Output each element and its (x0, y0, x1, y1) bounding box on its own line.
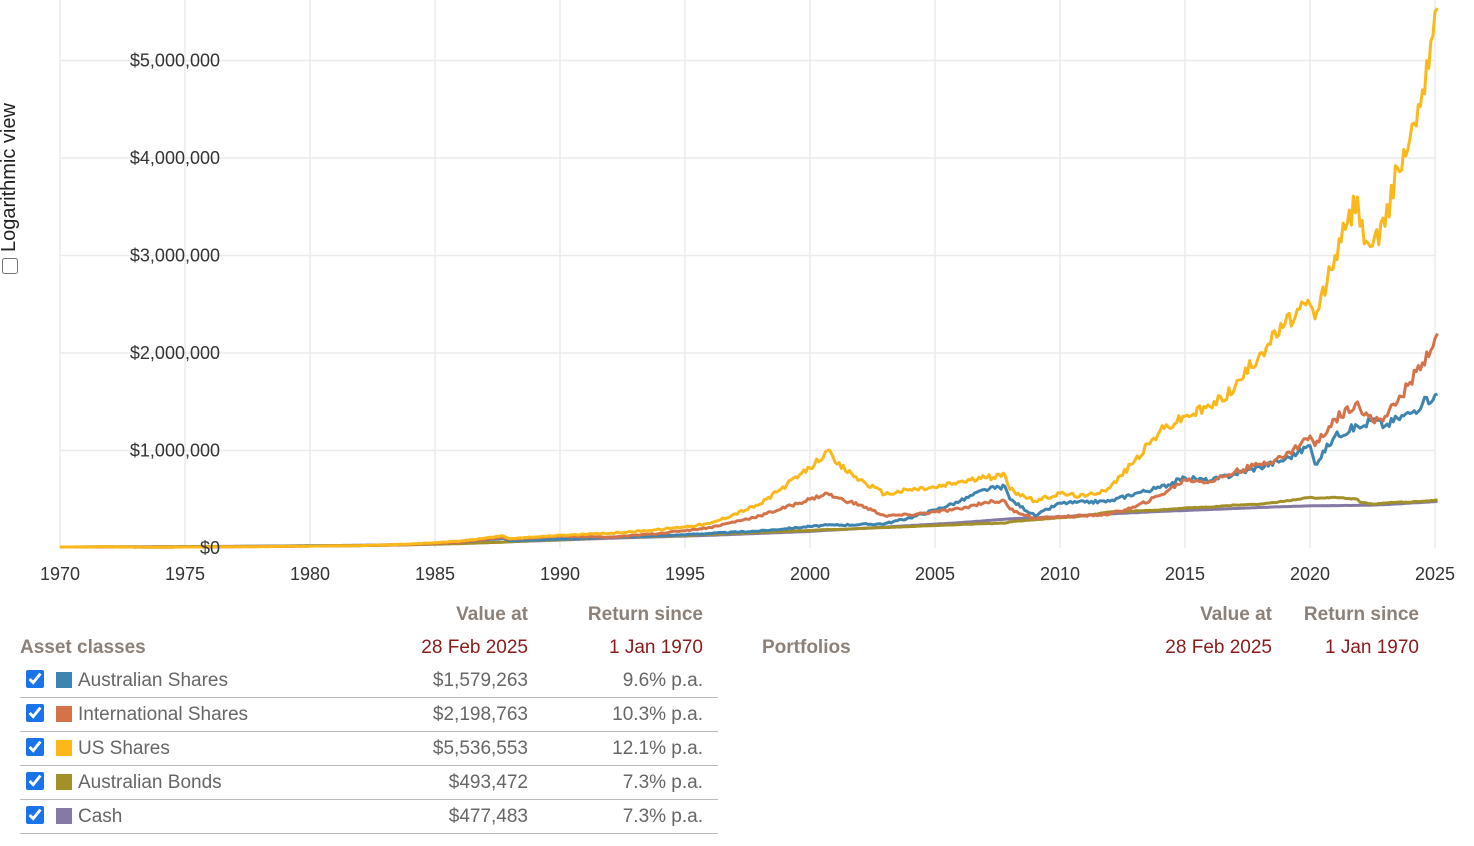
asset-visibility-checkbox[interactable] (26, 771, 44, 790)
series-color-swatch (56, 705, 72, 722)
series-color-swatch (56, 773, 72, 790)
return-since-header: Return since (587, 603, 703, 625)
asset-visibility-checkbox[interactable] (26, 703, 44, 722)
x-axis-labels: 1970 1975 1980 1985 1990 1995 2000 2005 2010 2015… (40, 564, 1455, 584)
asset-return: 12.1% p.a. (528, 731, 718, 766)
asset-header-row-1: Value at Return since (20, 598, 718, 631)
asset-row: Australian Bonds $493,472 7.3% p.a. (20, 765, 718, 800)
x-tick-label: 2010 (1040, 564, 1080, 584)
y-tick-label: $0 (200, 538, 220, 558)
asset-classes-table: Value at Return since Asset classes 28 F… (20, 598, 718, 834)
logarithmic-view-label: Logarithmic view (0, 103, 20, 252)
y-axis-labels: $0 $1,000,000 $2,000,000 $3,000,000 $4,000,0… (130, 51, 220, 559)
value-at-header: Value at (456, 603, 528, 625)
portfolios-title: Portfolios (762, 636, 851, 658)
y-tick-label: $3,000,000 (130, 246, 220, 266)
x-tick-label: 2025 (1415, 564, 1455, 584)
asset-value: $1,579,263 (384, 664, 528, 698)
x-tick-label: 1985 (415, 564, 455, 584)
asset-visibility-checkbox[interactable] (26, 669, 44, 688)
series-lines (59, 7, 1439, 549)
asset-name: Australian Shares (78, 669, 228, 691)
series-line-us-shares (60, 7, 1439, 549)
asset-value: $5,536,553 (384, 731, 528, 766)
portfolio-header-row-2: Portfolios 28 Feb 2025 1 Jan 1970 (762, 631, 1446, 664)
asset-return: 7.3% p.a. (528, 765, 718, 800)
x-tick-label: 1990 (540, 564, 580, 584)
series-color-swatch (56, 739, 72, 756)
portfolio-value-at-header: Value at (1200, 603, 1272, 625)
asset-name: US Shares (78, 737, 170, 759)
x-tick-label: 2005 (915, 564, 955, 584)
portfolios-table: Value at Return since Portfolios 28 Feb … (762, 598, 1446, 664)
gridlines (59, 0, 1436, 548)
asset-name-cell: Australian Shares (20, 664, 384, 698)
return-date: 1 Jan 1970 (608, 636, 703, 658)
portfolio-header-row-1: Value at Return since (762, 598, 1446, 631)
y-tick-label: $5,000,000 (130, 51, 220, 71)
asset-classes-title: Asset classes (20, 636, 146, 658)
asset-return: 7.3% p.a. (528, 799, 718, 834)
x-tick-label: 1975 (165, 564, 205, 584)
asset-row: International Shares $2,198,763 10.3% p.a. (20, 697, 718, 732)
series-line-international-shares (59, 332, 1439, 549)
asset-row: Australian Shares $1,579,263 9.6% p.a. (20, 664, 718, 698)
logarithmic-view-checkbox[interactable] (1, 258, 18, 274)
asset-row: Cash $477,483 7.3% p.a. (20, 799, 718, 834)
x-tick-label: 1980 (290, 564, 330, 584)
x-tick-label: 1970 (40, 564, 80, 584)
portfolio-value-date: 28 Feb 2025 (1165, 636, 1272, 658)
portfolio-return-date: 1 Jan 1970 (1324, 636, 1419, 658)
asset-return: 10.3% p.a. (528, 697, 718, 732)
series-color-swatch (56, 671, 72, 688)
growth-line-chart: 1970 1975 1980 1985 1990 1995 2000 2005 2010 2015… (40, 0, 1455, 584)
asset-name-cell: US Shares (20, 731, 384, 766)
y-tick-label: $2,000,000 (130, 343, 220, 363)
asset-row: US Shares $5,536,553 12.1% p.a. (20, 731, 718, 766)
asset-name: Australian Bonds (78, 771, 222, 793)
asset-return: 9.6% p.a. (528, 664, 718, 698)
asset-value: $493,472 (384, 765, 528, 800)
series-line-australian-shares (60, 392, 1439, 549)
asset-name-cell: Cash (20, 799, 384, 834)
asset-name-cell: International Shares (20, 697, 384, 732)
x-tick-label: 2020 (1290, 564, 1330, 584)
asset-name: International Shares (78, 703, 249, 725)
asset-value: $2,198,763 (384, 697, 528, 732)
asset-name-cell: Australian Bonds (20, 765, 384, 800)
asset-header-row-2: Asset classes 28 Feb 2025 1 Jan 1970 (20, 631, 718, 664)
series-line-australian-bonds (60, 495, 1438, 549)
asset-visibility-checkbox[interactable] (26, 737, 44, 756)
y-tick-label: $1,000,000 (130, 441, 220, 461)
asset-name: Cash (78, 805, 123, 827)
asset-visibility-checkbox[interactable] (26, 805, 44, 824)
logarithmic-view-toggle[interactable]: Logarithmic view (0, 62, 28, 282)
x-tick-label: 2000 (790, 564, 830, 584)
value-date: 28 Feb 2025 (421, 636, 528, 658)
y-tick-label: $4,000,000 (130, 148, 220, 168)
x-tick-label: 2015 (1165, 564, 1205, 584)
series-color-swatch (56, 807, 72, 824)
asset-value: $477,483 (384, 799, 528, 834)
portfolio-return-since-header: Return since (1303, 603, 1419, 625)
x-tick-label: 1995 (665, 564, 705, 584)
